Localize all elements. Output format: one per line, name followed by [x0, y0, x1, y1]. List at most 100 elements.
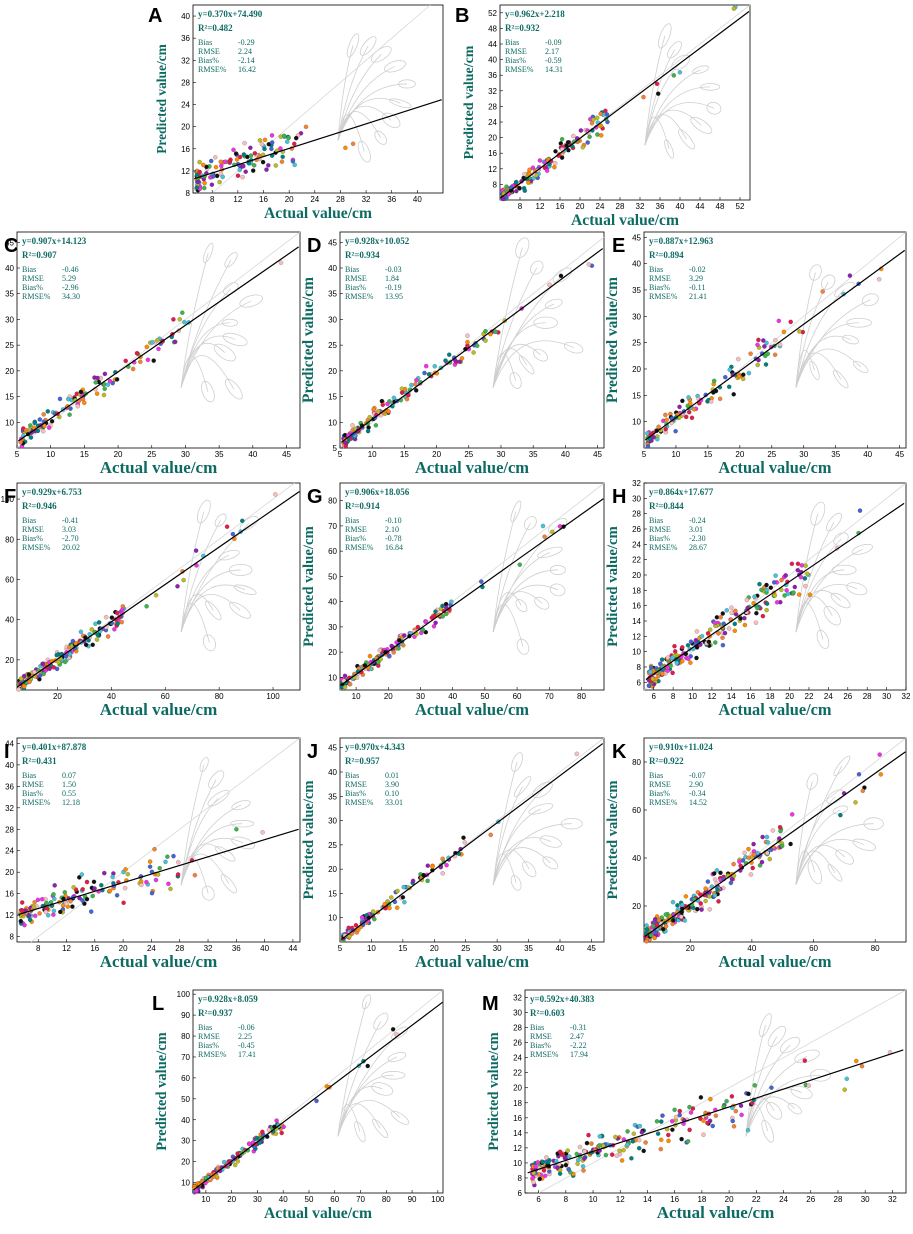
data-point — [269, 133, 275, 138]
y-tick-label: 20 — [328, 648, 337, 657]
regression-line — [500, 11, 750, 199]
panel-letter-e: E — [612, 235, 625, 257]
y-tick-label: 28 — [632, 510, 641, 519]
data-point — [764, 601, 770, 606]
data-point — [41, 412, 46, 417]
botanical-illustration — [180, 756, 256, 901]
y-tick-label: 20 — [513, 1084, 522, 1093]
y-tick-label: 36 — [181, 34, 190, 43]
plot-frame — [192, 4, 444, 194]
data-point — [722, 630, 728, 636]
stat-value: -2.22 — [570, 1041, 587, 1050]
r-squared: R²=0.946 — [22, 501, 57, 511]
y-tick-label: 20 — [181, 123, 190, 132]
x-tick-label: 70 — [356, 1195, 365, 1204]
stat-value: 12.18 — [62, 798, 80, 807]
data-point — [144, 879, 149, 885]
data-point — [114, 610, 120, 616]
data-point — [774, 600, 780, 605]
stat-value: -2.70 — [62, 534, 79, 543]
data-point — [688, 401, 693, 406]
data-point — [760, 834, 765, 840]
data-point — [641, 94, 646, 100]
illustration-leaf — [533, 316, 558, 329]
y-tick-label: 24 — [5, 847, 14, 856]
stat-name: RMSE — [198, 47, 220, 56]
stat-name: RMSE — [505, 47, 527, 56]
y-tick-label: 10 — [5, 418, 14, 427]
data-point — [91, 879, 97, 885]
x-tick-label: 30 — [861, 1195, 870, 1204]
illustration-leaf — [201, 885, 215, 901]
y-tick-label: 28 — [513, 1024, 522, 1033]
stat-value: 21.41 — [689, 292, 707, 301]
data-point — [553, 149, 558, 154]
stat-name: Bias — [22, 265, 36, 274]
data-point — [202, 185, 207, 191]
illustration-leaf — [833, 369, 849, 389]
data-point — [424, 363, 429, 369]
data-point — [266, 1127, 272, 1133]
data-point — [705, 1120, 710, 1126]
data-point — [712, 877, 718, 882]
data-point — [709, 399, 714, 404]
data-point — [739, 1112, 744, 1118]
stat-value: -0.78 — [385, 534, 402, 543]
illustration-leaf — [536, 546, 563, 559]
data-point — [716, 899, 721, 904]
x-tick-label: 28 — [834, 1195, 843, 1204]
y-axis-label: Predicted value/cm — [301, 780, 317, 899]
panel-e: E 5 10 15 20 25 30 35 40 45 10 15 20 25 30 35 40 45 y=0.88… — [604, 231, 907, 477]
y-tick-label: 16 — [632, 602, 641, 611]
data-point — [42, 423, 47, 429]
data-point — [27, 679, 32, 685]
illustration-leaf — [199, 756, 209, 772]
data-point — [227, 159, 232, 164]
illustration-leaf — [560, 817, 583, 830]
regression-line — [645, 502, 905, 681]
data-point — [730, 1118, 735, 1124]
data-point — [84, 897, 90, 902]
plot-frame — [524, 989, 907, 1194]
illustration-leaf — [229, 601, 252, 619]
r-squared: R²=0.922 — [649, 756, 684, 766]
panel-letter-g: G — [307, 486, 323, 508]
stat-value: 3.01 — [689, 525, 703, 534]
illustration-stem — [180, 594, 241, 633]
x-tick-label: 40 — [248, 450, 257, 459]
illustration-leaf — [224, 252, 238, 268]
data-point — [603, 108, 608, 114]
data-point — [675, 903, 680, 908]
x-tick-label: 30 — [181, 450, 190, 459]
illustration-leaf — [239, 516, 259, 531]
y-tick-label: 6 — [637, 678, 642, 687]
x-tick-label: 30 — [882, 692, 891, 701]
y-tick-label: 15 — [328, 889, 337, 898]
regression-equation: y=0.910x+11.024 — [649, 742, 713, 752]
data-point — [559, 155, 565, 160]
data-point — [769, 1085, 774, 1090]
y-tick-label: 35 — [5, 290, 14, 299]
data-point — [791, 590, 796, 595]
data-point — [262, 137, 268, 143]
data-point — [433, 620, 438, 626]
data-point — [168, 886, 173, 892]
x-axis-label: Actual value/cm — [571, 212, 679, 229]
data-point — [107, 378, 113, 384]
data-point — [685, 1139, 691, 1144]
data-point — [707, 894, 712, 899]
stat-name: Bias% — [505, 56, 526, 65]
data-point — [670, 899, 676, 905]
stat-value: 2.10 — [385, 525, 399, 534]
stat-name: RMSE — [649, 525, 671, 534]
data-point — [738, 616, 743, 621]
data-point — [717, 396, 723, 401]
data-point — [792, 584, 798, 590]
data-point — [213, 155, 218, 160]
r-squared: R²=0.937 — [198, 1008, 233, 1018]
data-point — [733, 1108, 739, 1114]
data-point — [731, 861, 736, 867]
data-point — [459, 356, 465, 361]
data-point — [752, 1083, 758, 1088]
